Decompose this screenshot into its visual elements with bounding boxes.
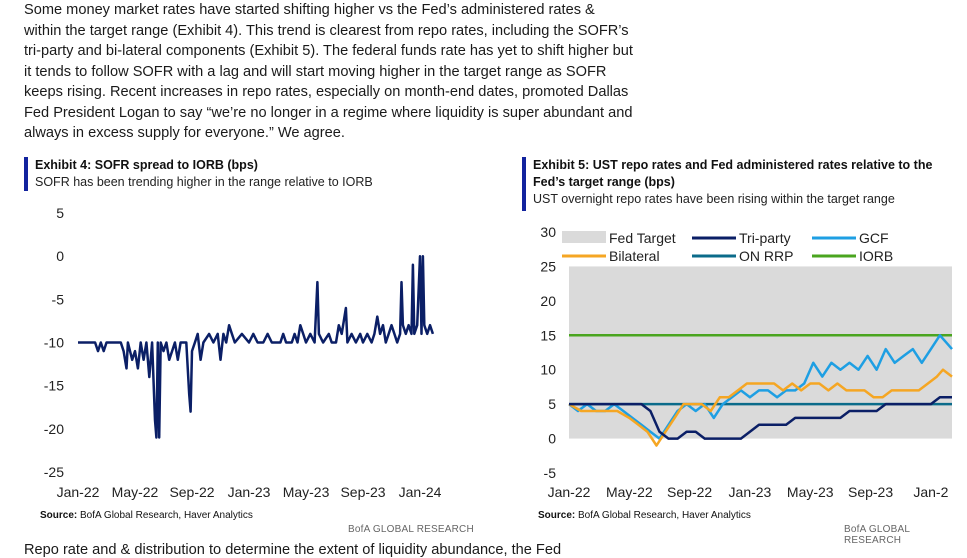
exhibit5-ytick-label: 30 [540,224,556,240]
exhibit4-ytick-label: -10 [44,335,64,351]
exhibit5-title-line1: Exhibit 5: UST repo rates and Fed admini… [533,158,933,172]
exhibit4-series-navy [78,254,435,439]
body-paragraph: Some money market rates have started shi… [24,2,633,141]
exhibit5-ytick-label: 25 [540,258,556,274]
exhibit5-xtick-label: Sep-23 [848,484,893,500]
exhibit4-subtitle: SOFR has been trending higher in the ran… [35,175,373,189]
exhibit4-header: Exhibit 4: SOFR spread to IORB (bps) SOF… [24,157,373,191]
exhibit4-ytick-label: -25 [44,464,64,480]
exhibit4-xtick-label: Jan-22 [57,484,100,500]
exhibit5-series-tri-party [569,396,952,440]
exhibit5-ytick-label: 20 [540,293,556,309]
exhibit5-legend-swatch [562,231,606,243]
exhibit4-xtick-label: Sep-22 [169,484,214,500]
exhibit5-legend-label: Bilateral [609,248,660,264]
exhibit5-series-bilateral [568,368,953,447]
bottom-text: Repo rate and & distribution to determin… [24,542,562,558]
exhibit5-xtick-label: May-22 [606,484,653,500]
exhibit5-legend-label: Tri-party [739,230,791,246]
exhibit4-ytick-label: 5 [56,205,64,221]
exhibit5-ytick-label: 5 [548,396,556,412]
exhibit5-ytick-label: 15 [540,327,556,343]
exhibit4-chart: 5 0 -5 -10 -15 -20 -25 Jan-22 May-22 Sep-22 Jan-23… [44,205,442,500]
exhibit5-chart: 30 25 20 15 10 5 0 -5 Jan-22 May-22 Sep-22 Jan-23 Ma… [540,224,953,500]
exhibit4-ytick-label: -20 [44,421,64,437]
exhibit5-ytick-label: 0 [548,431,556,447]
exhibit5-legend-label: ON RRP [739,248,793,264]
exhibit4-title: Exhibit 4: SOFR spread to IORB (bps) [35,158,258,172]
exhibit4-source: Source: BofA Global Research, Haver Anal… [40,510,253,521]
exhibit4-xtick-label: May-22 [112,484,159,500]
exhibit5-xtick-label: Jan-23 [729,484,772,500]
exhibit4-xtick-label: May-23 [283,484,330,500]
exhibit5-legend-label: IORB [859,248,893,264]
exhibit5-title-line2: Fed’s target range (bps) [533,175,675,189]
exhibit5-xtick-label: Sep-22 [667,484,712,500]
exhibit4-ytick-label: -15 [44,378,64,394]
exhibit4-xtick-label: Jan-24 [399,484,442,500]
exhibit5-xtick-label: Jan-22 [548,484,591,500]
exhibit4-xtick-label: Jan-23 [228,484,271,500]
exhibit5-header: Exhibit 5: UST repo rates and Fed admini… [522,157,932,211]
exhibit5-ytick-label: -5 [544,465,557,481]
exhibit5-legend-label: GCF [859,230,889,246]
exhibit4-ytick-label: 0 [56,248,64,264]
exhibit5-xtick-label: Jan-2 [913,484,948,500]
exhibit5-ytick-label: 10 [540,362,556,378]
exhibit5-source: Source: BofA Global Research, Haver Anal… [538,510,751,521]
exhibit5-brand: BofA GLOBAL RESEARCH [844,524,910,546]
exhibit5-legend-label: Fed Target [609,230,676,246]
exhibit5-series-gcf [568,334,953,440]
exhibit4-brand: BofA GLOBAL RESEARCH [348,524,474,535]
exhibit5-subtitle: UST overnight repo rates have been risin… [533,192,895,206]
exhibit4-xtick-label: Sep-23 [340,484,385,500]
exhibit5-xtick-label: May-23 [787,484,834,500]
exhibit4-ytick-label: -5 [52,291,65,307]
